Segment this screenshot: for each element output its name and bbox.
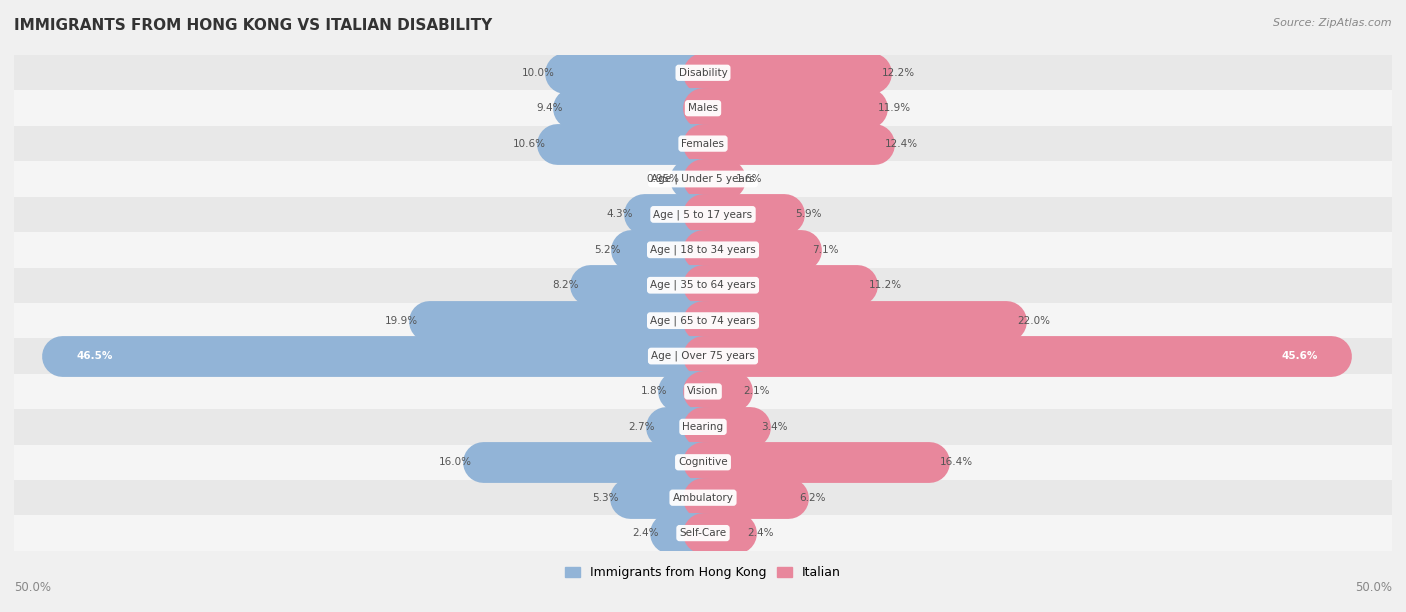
Bar <box>14 196 1392 232</box>
Text: 16.0%: 16.0% <box>439 457 471 468</box>
Bar <box>14 409 1392 444</box>
Bar <box>690 171 703 187</box>
Text: 1.6%: 1.6% <box>737 174 762 184</box>
Bar <box>62 349 703 364</box>
Text: 2.4%: 2.4% <box>633 528 659 538</box>
Bar <box>630 490 703 505</box>
Bar <box>703 101 868 116</box>
Text: Self-Care: Self-Care <box>679 528 727 538</box>
Text: Males: Males <box>688 103 718 113</box>
Text: Age | 18 to 34 years: Age | 18 to 34 years <box>650 245 756 255</box>
Bar <box>644 207 703 222</box>
Bar <box>429 313 703 328</box>
Bar <box>703 171 725 187</box>
Text: 6.2%: 6.2% <box>800 493 825 502</box>
Bar <box>14 55 1392 91</box>
Text: 50.0%: 50.0% <box>14 581 51 594</box>
Text: 50.0%: 50.0% <box>1355 581 1392 594</box>
Bar <box>703 242 801 257</box>
Bar <box>666 419 703 435</box>
Bar <box>482 455 703 470</box>
Bar <box>703 419 749 435</box>
Text: Age | 35 to 64 years: Age | 35 to 64 years <box>650 280 756 291</box>
Text: 2.1%: 2.1% <box>742 386 769 397</box>
Text: 2.4%: 2.4% <box>747 528 773 538</box>
Bar <box>703 278 858 293</box>
Bar <box>591 278 703 293</box>
Text: 5.2%: 5.2% <box>593 245 620 255</box>
Bar <box>14 126 1392 162</box>
Bar <box>703 313 1007 328</box>
Bar <box>703 349 1331 364</box>
Bar <box>703 384 733 399</box>
Text: Vision: Vision <box>688 386 718 397</box>
Bar <box>557 136 703 151</box>
Text: 46.5%: 46.5% <box>76 351 112 361</box>
Text: Source: ZipAtlas.com: Source: ZipAtlas.com <box>1274 18 1392 28</box>
Text: 16.4%: 16.4% <box>941 457 973 468</box>
Bar <box>703 490 789 505</box>
Bar <box>669 526 703 540</box>
Text: 4.3%: 4.3% <box>606 209 633 220</box>
Text: 11.2%: 11.2% <box>869 280 901 290</box>
Text: Cognitive: Cognitive <box>678 457 728 468</box>
Text: 12.4%: 12.4% <box>884 138 918 149</box>
Text: 10.0%: 10.0% <box>522 68 554 78</box>
Text: Ambulatory: Ambulatory <box>672 493 734 502</box>
Bar <box>14 374 1392 409</box>
Text: 0.95%: 0.95% <box>645 174 679 184</box>
Text: Age | Under 5 years: Age | Under 5 years <box>651 174 755 184</box>
Text: 3.4%: 3.4% <box>761 422 787 432</box>
Text: 19.9%: 19.9% <box>385 316 418 326</box>
Bar <box>678 384 703 399</box>
Bar <box>703 136 875 151</box>
Text: 8.2%: 8.2% <box>553 280 579 290</box>
Text: Disability: Disability <box>679 68 727 78</box>
Text: 1.8%: 1.8% <box>641 386 668 397</box>
Bar <box>703 65 872 80</box>
Bar <box>14 232 1392 267</box>
Bar <box>703 207 785 222</box>
Bar <box>14 515 1392 551</box>
Bar <box>14 91 1392 126</box>
Text: 45.6%: 45.6% <box>1281 351 1317 361</box>
Bar <box>14 162 1392 196</box>
Bar <box>703 455 929 470</box>
Text: 2.7%: 2.7% <box>628 422 655 432</box>
Bar <box>14 303 1392 338</box>
Bar <box>14 444 1392 480</box>
Bar <box>14 338 1392 374</box>
Text: IMMIGRANTS FROM HONG KONG VS ITALIAN DISABILITY: IMMIGRANTS FROM HONG KONG VS ITALIAN DIS… <box>14 18 492 34</box>
Legend: Immigrants from Hong Kong, Italian: Immigrants from Hong Kong, Italian <box>561 561 845 584</box>
Text: 22.0%: 22.0% <box>1017 316 1050 326</box>
Bar <box>574 101 703 116</box>
Text: 10.6%: 10.6% <box>513 138 546 149</box>
Bar <box>703 526 737 540</box>
Text: Females: Females <box>682 138 724 149</box>
Text: 12.2%: 12.2% <box>882 68 915 78</box>
Text: 5.9%: 5.9% <box>796 209 823 220</box>
Bar <box>631 242 703 257</box>
Text: 7.1%: 7.1% <box>811 245 838 255</box>
Text: Age | 5 to 17 years: Age | 5 to 17 years <box>654 209 752 220</box>
Text: Hearing: Hearing <box>682 422 724 432</box>
Bar <box>14 480 1392 515</box>
Bar <box>14 267 1392 303</box>
Text: 9.4%: 9.4% <box>536 103 562 113</box>
Text: Age | Over 75 years: Age | Over 75 years <box>651 351 755 361</box>
Bar <box>565 65 703 80</box>
Text: 11.9%: 11.9% <box>877 103 911 113</box>
Text: 5.3%: 5.3% <box>592 493 619 502</box>
Text: Age | 65 to 74 years: Age | 65 to 74 years <box>650 315 756 326</box>
